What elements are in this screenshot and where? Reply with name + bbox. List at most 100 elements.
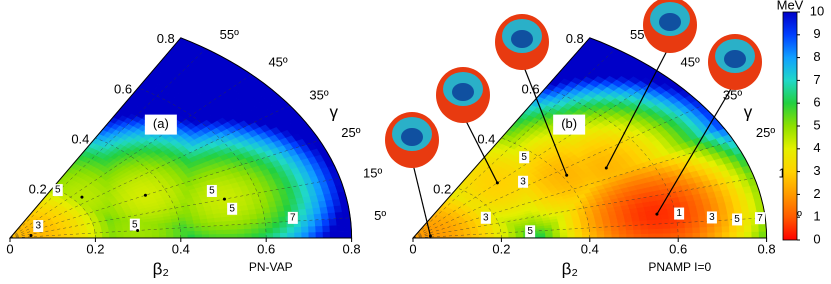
pes-cell bbox=[316, 232, 323, 238]
pes-cell bbox=[715, 226, 723, 232]
pes-cell bbox=[612, 234, 619, 238]
pes-cell bbox=[301, 220, 309, 226]
pes-cell bbox=[322, 219, 330, 226]
colorbar-tick-label: 0 bbox=[813, 231, 820, 246]
pes-cell bbox=[722, 232, 729, 238]
pes-cell bbox=[250, 218, 258, 223]
pes-cell bbox=[273, 227, 280, 232]
gamma-tick-label: 25º bbox=[341, 125, 360, 140]
x-tick-label: 0.8 bbox=[343, 241, 361, 256]
x-tick-label: 0.6 bbox=[257, 241, 275, 256]
shape-inset-core bbox=[401, 128, 423, 146]
pes-cell bbox=[230, 225, 238, 230]
pes-cell bbox=[195, 230, 202, 234]
pes-cell bbox=[663, 233, 670, 238]
pes-cell bbox=[721, 220, 729, 226]
x-tick-label: 0.4 bbox=[172, 241, 190, 256]
pes-cell bbox=[759, 231, 767, 238]
pes-cell bbox=[202, 234, 209, 238]
gamma-tick-label: 55º bbox=[220, 27, 239, 42]
pes-cell bbox=[684, 217, 692, 223]
pes-cell bbox=[737, 232, 745, 238]
minimum bbox=[136, 229, 139, 232]
pes-cell bbox=[336, 218, 344, 225]
pes-cell bbox=[612, 230, 620, 234]
pes-cell bbox=[626, 225, 634, 229]
pes-cell bbox=[663, 228, 671, 233]
pes-cell bbox=[743, 219, 751, 226]
pes-cell bbox=[720, 214, 728, 220]
pes-cell bbox=[251, 223, 259, 228]
pes-cell bbox=[174, 235, 181, 238]
gamma-tick-label: 45º bbox=[268, 55, 287, 70]
contour-label: 5 bbox=[229, 203, 235, 214]
gamma-tick-label: 15º bbox=[363, 165, 382, 180]
pes-cell bbox=[677, 222, 685, 227]
pes-cell bbox=[315, 220, 323, 226]
pes-cell bbox=[209, 234, 216, 238]
contour-label: 5 bbox=[209, 186, 215, 197]
pes-cell bbox=[648, 229, 656, 234]
colorbar-tick-label: 9 bbox=[813, 26, 820, 41]
colorbar-tick-label: 1 bbox=[813, 209, 820, 224]
x-tick-label: 0.2 bbox=[86, 241, 104, 256]
pes-cell bbox=[742, 212, 750, 219]
pes-cell bbox=[216, 234, 223, 238]
radial-tick-label: 0.4 bbox=[71, 131, 89, 146]
contour-label: 1 bbox=[676, 208, 682, 219]
panel-label: (a) bbox=[153, 116, 169, 131]
pes-cell bbox=[307, 214, 315, 220]
pes-cell bbox=[259, 228, 266, 233]
radial-tick-label: 0.2 bbox=[433, 181, 451, 196]
pes-cell bbox=[195, 234, 202, 238]
pes-cell bbox=[344, 225, 352, 232]
colorbar-tick-label: 2 bbox=[813, 186, 820, 201]
pes-cell bbox=[697, 210, 705, 216]
pes-cell bbox=[321, 213, 329, 220]
pes-cell bbox=[223, 225, 231, 230]
shape-inset-core bbox=[511, 30, 533, 48]
pes-cell bbox=[257, 218, 265, 223]
pes-cell bbox=[656, 228, 664, 233]
pes-cell bbox=[691, 216, 699, 222]
pes-cell bbox=[323, 232, 330, 238]
pes-cell bbox=[209, 230, 216, 234]
pes-cell bbox=[231, 234, 238, 238]
pes-cell bbox=[188, 231, 195, 235]
minimum bbox=[30, 234, 33, 237]
pes-cell bbox=[648, 224, 656, 229]
pes-cell bbox=[759, 225, 767, 232]
panel-label: (b) bbox=[561, 116, 577, 131]
pes-cell bbox=[266, 228, 273, 233]
pes-cell bbox=[640, 225, 648, 230]
contour-label: 5 bbox=[55, 185, 61, 196]
pes-cell bbox=[744, 232, 752, 238]
inset-pointer bbox=[412, 160, 430, 236]
pes-cell bbox=[216, 225, 224, 229]
pes-cell bbox=[699, 221, 707, 227]
pes-cell bbox=[272, 222, 280, 228]
pes-cell bbox=[302, 232, 309, 238]
radial-tick-label: 0.2 bbox=[29, 181, 47, 196]
colorbar-tick-label: 5 bbox=[813, 117, 820, 132]
pes-cell bbox=[655, 224, 663, 229]
gamma-axis-label: γ bbox=[330, 103, 339, 122]
pes-cell bbox=[244, 228, 251, 233]
pes-cell bbox=[300, 215, 308, 221]
pes-cell bbox=[678, 233, 685, 238]
radial-tick-label: 0.8 bbox=[157, 31, 175, 46]
shape-inset-core bbox=[452, 83, 474, 101]
x-tick-label: 0.4 bbox=[581, 241, 599, 256]
pes-cell bbox=[278, 211, 286, 217]
colorbar-tick-label: 10 bbox=[810, 3, 824, 18]
radial-tick-label: 0.4 bbox=[477, 131, 495, 146]
pes-cell bbox=[202, 230, 209, 234]
contour-label: 5 bbox=[734, 214, 740, 225]
pes-cell bbox=[265, 222, 273, 227]
x-axis-label: β₂ bbox=[562, 259, 578, 278]
pes-cell bbox=[634, 234, 641, 238]
pes-cell bbox=[619, 234, 626, 238]
pes-cell bbox=[252, 233, 259, 238]
pes-cell bbox=[280, 233, 287, 238]
